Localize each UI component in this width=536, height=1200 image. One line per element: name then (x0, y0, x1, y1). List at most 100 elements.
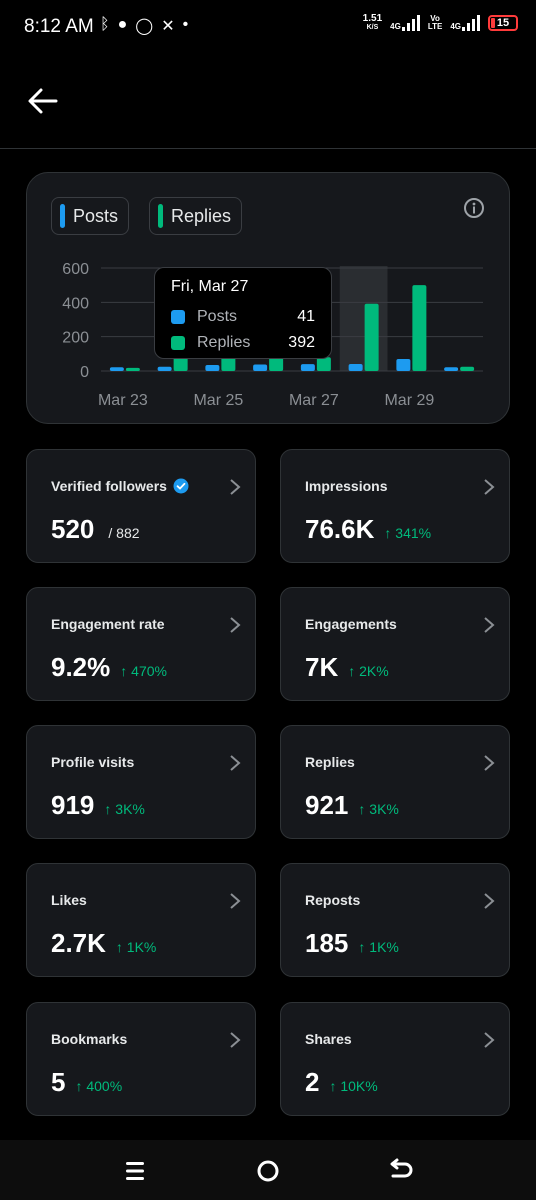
metric-card-replies[interactable]: Replies 921 ↑ 3K% (280, 725, 510, 839)
legend-replies-button[interactable]: Replies (149, 197, 243, 235)
metric-value-text: 520 (51, 514, 95, 544)
metric-change: ↑ 3K% (104, 801, 145, 817)
metric-value: 5 ↑ 400% (51, 1067, 122, 1098)
metric-value-text: 185 (305, 928, 349, 958)
metric-change: ↑ 1K% (115, 939, 157, 955)
metric-card-reposts[interactable]: Reposts 185 ↑ 1K% (280, 863, 510, 977)
metric-change: ↑ 470% (120, 663, 167, 679)
legend-replies-swatch (158, 204, 163, 228)
metric-value-text: 2.7K (51, 928, 106, 958)
chevron-right-icon (230, 1032, 241, 1048)
header (0, 56, 536, 149)
chart-tooltip: Fri, Mar 27 Posts 41 Replies 392 (154, 267, 332, 359)
metric-card-engagement-rate[interactable]: Engagement rate 9.2% ↑ 470% (26, 587, 256, 701)
net-speed-unit: K/S (366, 24, 379, 31)
tooltip-row-posts: Posts 41 (171, 304, 315, 330)
metric-value: 76.6K ↑ 341% (305, 514, 431, 545)
metric-label-text: Likes (51, 892, 87, 908)
x-tick-label: Mar 29 (384, 392, 434, 409)
net-speed-value: 1.51 (362, 13, 383, 24)
menu-lines-icon (126, 1162, 144, 1180)
chart-bar-replies (269, 357, 284, 371)
chart-bar-posts (348, 363, 363, 371)
metric-value: 2 ↑ 10K% (305, 1067, 378, 1098)
chevron-right-icon (484, 1032, 495, 1048)
whatsapp-icon: ◯ (135, 18, 154, 35)
chevron-right-icon (230, 617, 241, 633)
info-icon[interactable] (463, 197, 485, 219)
chart-bar-replies (173, 357, 188, 371)
x-tick-label: Mar 23 (98, 392, 148, 409)
metric-label: Bookmarks (51, 1031, 127, 1047)
metric-value: 7K ↑ 2K% (305, 652, 389, 683)
x-tick-label: Mar 27 (289, 392, 339, 409)
metric-value: 520 / 882 (51, 514, 140, 545)
metric-value: 185 ↑ 1K% (305, 928, 399, 959)
signal-bars-icon (462, 15, 480, 31)
tooltip-posts-label: Posts (197, 308, 238, 325)
signal-1: 4G (390, 15, 420, 31)
metric-value: 9.2% ↑ 470% (51, 652, 167, 683)
bar-chart[interactable]: 0 200 400 600 Mar 23 Mar 25 Mar 27 Mar 29 (27, 173, 511, 425)
metric-value-text: 9.2% (51, 652, 111, 682)
x-icon: ✕ (161, 18, 175, 35)
volte-indicator: Vo LTE (428, 15, 443, 31)
metric-label: Engagements (305, 616, 397, 632)
metric-value-text: 7K (305, 652, 339, 682)
metric-value: 919 ↑ 3K% (51, 790, 145, 821)
metric-card-likes[interactable]: Likes 2.7K ↑ 1K% (26, 863, 256, 977)
arrow-left-icon (28, 88, 58, 114)
metric-card-verified-followers[interactable]: Verified followers 520 / 882 (26, 449, 256, 563)
chevron-right-icon (484, 755, 495, 771)
metric-label: Shares (305, 1031, 352, 1047)
metric-label-text: Engagements (305, 616, 397, 632)
chart-bar-posts (205, 364, 220, 371)
metric-value: 921 ↑ 3K% (305, 790, 399, 821)
back-button[interactable] (26, 86, 60, 116)
metric-card-bookmarks[interactable]: Bookmarks 5 ↑ 400% (26, 1002, 256, 1116)
metric-change: ↑ 2K% (348, 663, 389, 679)
status-right: 1.51 K/S 4G Vo LTE 4G 15 (363, 14, 518, 32)
signal-bars-icon (401, 15, 420, 31)
metric-card-shares[interactable]: Shares 2 ↑ 10K% (280, 1002, 510, 1116)
legend-posts-button[interactable]: Posts (51, 197, 130, 235)
system-nav-bar (0, 1140, 536, 1200)
battery-icon: 15 (488, 15, 518, 31)
chart-bar-replies (364, 303, 379, 371)
metric-label: Likes (51, 892, 87, 908)
metric-label: Reposts (305, 892, 360, 908)
metric-card-profile-visits[interactable]: Profile visits 919 ↑ 3K% (26, 725, 256, 839)
y-tick-label: 200 (62, 330, 89, 347)
x-tick-label: Mar 25 (193, 392, 243, 409)
legend-posts-label: Posts (73, 205, 119, 226)
metric-value-text: 921 (305, 790, 349, 820)
chart-bar-posts (300, 364, 315, 371)
chevron-right-icon (230, 479, 241, 495)
legend-posts-swatch (60, 204, 65, 228)
chevron-right-icon (230, 755, 241, 771)
recents-button[interactable] (120, 1156, 150, 1186)
dot-icon: • (182, 16, 189, 33)
back-nav-button[interactable] (386, 1156, 416, 1186)
battery-level: 15 (496, 17, 510, 29)
home-button[interactable] (253, 1156, 283, 1186)
metric-card-engagements[interactable]: Engagements 7K ↑ 2K% (280, 587, 510, 701)
metric-value: 2.7K ↑ 1K% (51, 928, 156, 959)
metric-change: ↑ 10K% (329, 1078, 378, 1094)
status-bar: 8:12 AM ᛒ ● ◯ ✕ • 1.51 K/S 4G Vo LTE 4G … (0, 0, 536, 56)
net-speed: 1.51 K/S (363, 14, 382, 32)
metric-label-text: Replies (305, 754, 355, 770)
metric-card-impressions[interactable]: Impressions 76.6K ↑ 341% (280, 449, 510, 563)
metric-value-text: 5 (51, 1067, 66, 1097)
chart-bar-posts (109, 367, 124, 371)
metric-label-text: Bookmarks (51, 1031, 128, 1047)
metric-label-text: Verified followers (51, 478, 167, 494)
signal-2: 4G (450, 15, 480, 31)
metric-label: Engagement rate (51, 616, 165, 632)
metric-label-text: Profile visits (51, 754, 135, 770)
metric-total: / 882 (108, 525, 140, 541)
metric-value-text: 2 (305, 1067, 320, 1097)
chart-highlight-band (339, 266, 388, 371)
chart-bar-replies (125, 367, 140, 371)
y-tick-label: 400 (62, 295, 89, 312)
